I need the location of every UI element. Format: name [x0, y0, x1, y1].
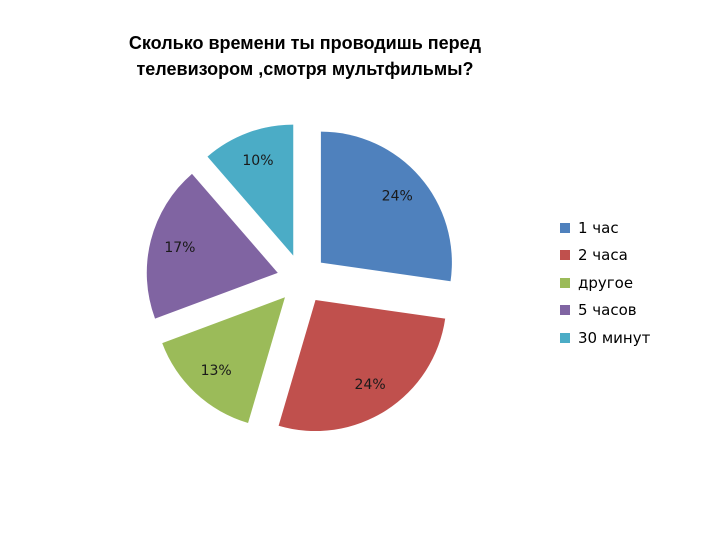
pie-slice — [207, 124, 294, 256]
legend-swatch — [560, 277, 570, 288]
slice-label: 17% — [164, 240, 195, 256]
slice-label: 24% — [382, 188, 413, 204]
legend-item: 1 час — [560, 214, 650, 242]
legend-item: другое — [560, 269, 650, 297]
pie-slice — [162, 297, 285, 423]
chart-title-line-2: телевизором ,смотря мультфильмы? — [136, 59, 474, 79]
legend: 1 час 2 часа другое 5 часов 30 минут — [560, 214, 650, 352]
pie-slice — [320, 131, 452, 282]
chart-title-line-1: Сколько времени ты проводишь перед — [128, 33, 482, 53]
legend-item: 30 минут — [560, 324, 650, 352]
legend-swatch — [560, 250, 570, 261]
legend-item: 2 часа — [560, 242, 650, 270]
legend-swatch — [560, 222, 570, 233]
pie-slice — [146, 173, 278, 319]
slice-label: 10% — [242, 153, 273, 169]
legend-label: 1 час — [578, 218, 619, 237]
legend-label: 30 минут — [578, 328, 651, 347]
legend-item: 5 часов — [560, 297, 650, 325]
slice-label: 24% — [355, 377, 386, 393]
chart-title: Сколько времени ты проводишь перед телев… — [60, 30, 550, 82]
legend-swatch — [560, 305, 570, 316]
legend-label: 2 часа — [578, 246, 628, 265]
legend-label: другое — [578, 273, 634, 292]
pie-slice — [278, 300, 446, 432]
legend-swatch — [560, 332, 570, 343]
slice-label: 13% — [201, 363, 232, 379]
legend-label: 5 часов — [578, 301, 637, 320]
